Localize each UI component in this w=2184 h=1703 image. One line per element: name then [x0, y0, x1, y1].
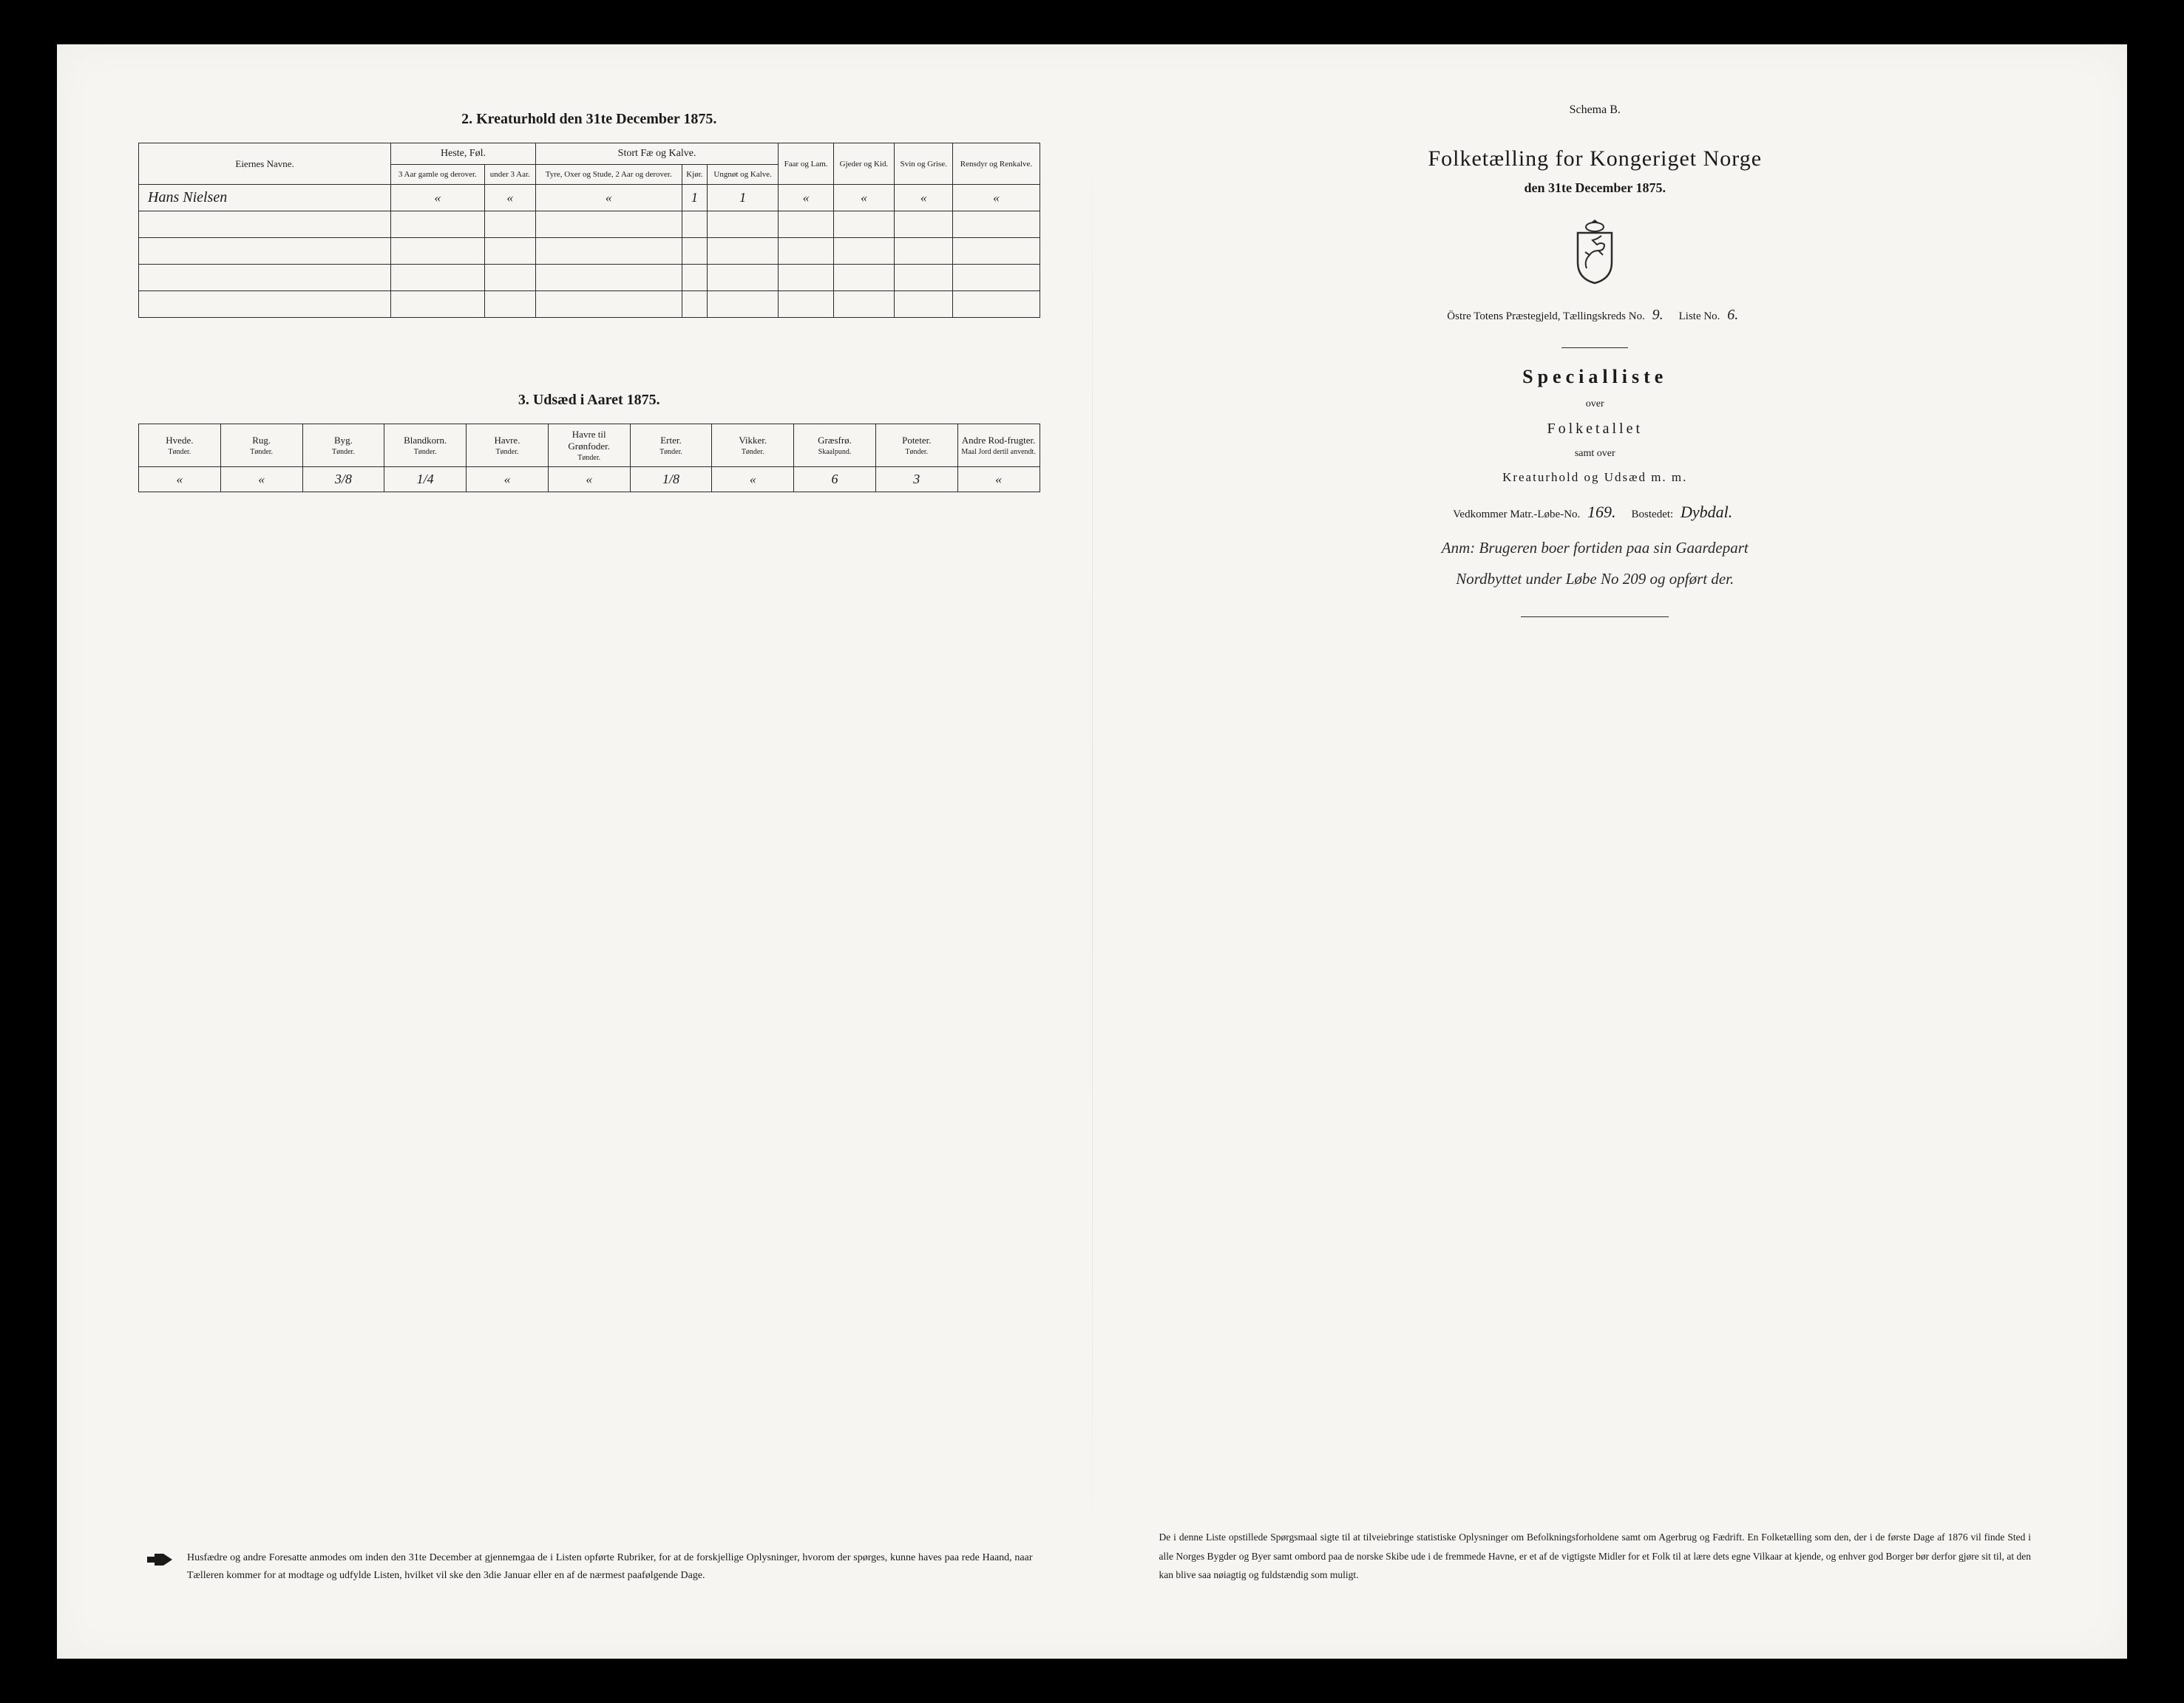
owner-name: Hans Nielsen — [139, 185, 391, 211]
cell: « — [833, 185, 894, 211]
cell: « — [139, 467, 221, 492]
col-stort-1: Tyre, Oxer og Stude, 2 Aar og derover. — [535, 165, 682, 185]
col-vikker: Vikker.Tønder. — [712, 424, 794, 467]
col-poteter: Poteter.Tønder. — [875, 424, 957, 467]
cell: « — [779, 185, 834, 211]
cell: 3/8 — [302, 467, 384, 492]
col-havre: Havre.Tønder. — [467, 424, 549, 467]
footnote: Husfædre og andre Foresatte anmodes om i… — [138, 1549, 1040, 1585]
cell: « — [467, 467, 549, 492]
sowing-table: Hvede.Tønder. Rug.Tønder. Byg.Tønder. Bl… — [138, 424, 1040, 492]
col-heste: Heste, Føl. — [391, 143, 536, 165]
cell: « — [895, 185, 953, 211]
handwritten-note: Anm: Brugeren boer fortiden paa sin Gaar… — [1144, 532, 2046, 594]
left-page: 2. Kreaturhold den 31te December 1875. E… — [116, 89, 1062, 1600]
section-3-title: 3. Udsæd i Aaret 1875. — [138, 392, 1040, 409]
hand-line-2: Nordbyttet under Løbe No 209 og opført d… — [1167, 563, 2024, 594]
table-row-empty — [139, 291, 1040, 318]
vedk-prefix: Vedkommer Matr.-Løbe-No. — [1453, 509, 1580, 520]
col-rensdyr: Rensdyr og Renkalve. — [953, 143, 1040, 185]
main-date: den 31te December 1875. — [1144, 180, 2046, 196]
cell: « — [953, 185, 1040, 211]
cell: « — [957, 467, 1040, 492]
col-rug: Rug.Tønder. — [220, 424, 302, 467]
kreds-number: 9. — [1648, 307, 1668, 323]
cell: « — [220, 467, 302, 492]
locality-prefix: Östre Totens Præstegjeld, Tællingskreds … — [1447, 310, 1645, 322]
table-row-empty — [139, 265, 1040, 291]
livestock-table: Eiernes Navne. Heste, Føl. Stort Fæ og K… — [138, 143, 1040, 318]
matr-number: 169. — [1583, 503, 1621, 521]
col-stort-2: Kjør. — [682, 165, 707, 185]
folketallet-label: Folketallet — [1144, 421, 2046, 438]
liste-label: Liste No. — [1679, 310, 1720, 322]
cell: 6 — [794, 467, 876, 492]
cell: « — [484, 185, 535, 211]
vedkommer-line: Vedkommer Matr.-Løbe-No. 169. Bostedet: … — [1144, 503, 2046, 522]
specialliste-title: Specialliste — [1144, 366, 2046, 388]
cell: « — [535, 185, 682, 211]
col-stort: Stort Fæ og Kalve. — [535, 143, 778, 165]
page-fold — [1092, 89, 1093, 1600]
col-stort-3: Ungnøt og Kalve. — [708, 165, 779, 185]
cell: 1 — [708, 185, 779, 211]
kreaturhold-label: Kreaturhold og Udsæd m. m. — [1144, 470, 2046, 485]
col-havre-gron: Havre til Grønfoder.Tønder. — [548, 424, 630, 467]
cell: 3 — [875, 467, 957, 492]
locality-line: Östre Totens Præstegjeld, Tællingskreds … — [1144, 307, 2046, 324]
table-row-empty — [139, 238, 1040, 265]
table-row-empty — [139, 211, 1040, 238]
liste-number: 6. — [1723, 307, 1743, 323]
samt-over-label: samt over — [1144, 448, 2046, 460]
pointing-hand-icon — [146, 1549, 175, 1585]
table-row: « « 3/8 1/4 « « 1/8 « 6 3 « — [139, 467, 1040, 492]
footer-paragraph: De i denne Liste opstillede Spørgsmaal s… — [1144, 1528, 2046, 1585]
col-heste-1: 3 Aar gamle og derover. — [391, 165, 484, 185]
cell: 1 — [682, 185, 707, 211]
cell: 1/8 — [630, 467, 712, 492]
footnote-text: Husfædre og andre Foresatte anmodes om i… — [187, 1549, 1033, 1585]
col-graesfro: Græsfrø.Skaalpund. — [794, 424, 876, 467]
divider — [1561, 347, 1628, 348]
col-faar: Faar og Lam. — [779, 143, 834, 185]
right-page: Schema B. Folketælling for Kongeriget No… — [1122, 89, 2069, 1600]
col-heste-2: under 3 Aar. — [484, 165, 535, 185]
bostedet-value: Dybdal. — [1676, 503, 1737, 521]
col-gjeder: Gjeder og Kid. — [833, 143, 894, 185]
col-hvede: Hvede.Tønder. — [139, 424, 221, 467]
bostedet-label: Bostedet: — [1632, 509, 1674, 520]
hand-line-1: Anm: Brugeren boer fortiden paa sin Gaar… — [1167, 532, 2024, 563]
cell: « — [712, 467, 794, 492]
col-byg: Byg.Tønder. — [302, 424, 384, 467]
cell: 1/4 — [384, 467, 467, 492]
cell: « — [548, 467, 630, 492]
over-label: over — [1144, 398, 2046, 410]
table-row: Hans Nielsen « « « 1 1 « « « « — [139, 185, 1040, 211]
divider — [1521, 616, 1669, 617]
col-owner: Eiernes Navne. — [139, 143, 391, 185]
col-blandkorn: Blandkorn.Tønder. — [384, 424, 467, 467]
coat-of-arms-icon — [1144, 218, 2046, 285]
schema-label: Schema B. — [1144, 103, 2046, 117]
cell: « — [391, 185, 484, 211]
main-title: Folketælling for Kongeriget Norge — [1144, 146, 2046, 171]
col-andre: Andre Rod-frugter.Maal Jord dertil anven… — [957, 424, 1040, 467]
col-svin: Svin og Grise. — [895, 143, 953, 185]
scanned-document: 2. Kreaturhold den 31te December 1875. E… — [57, 44, 2127, 1659]
section-2-title: 2. Kreaturhold den 31te December 1875. — [138, 111, 1040, 128]
col-erter: Erter.Tønder. — [630, 424, 712, 467]
